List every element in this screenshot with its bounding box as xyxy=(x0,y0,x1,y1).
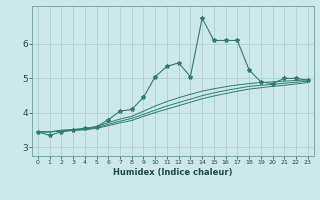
X-axis label: Humidex (Indice chaleur): Humidex (Indice chaleur) xyxy=(113,168,233,177)
